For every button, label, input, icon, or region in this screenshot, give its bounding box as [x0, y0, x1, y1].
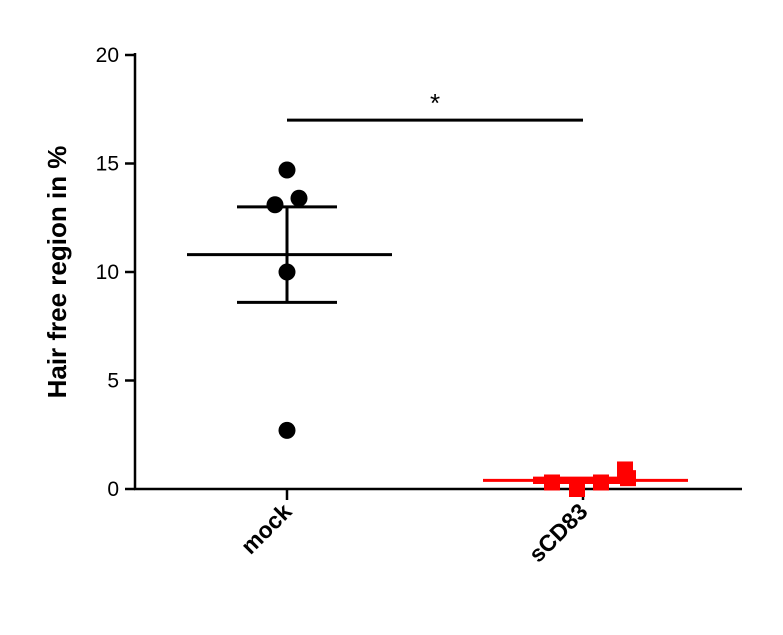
- data-point: [290, 189, 308, 207]
- significance-label: *: [430, 88, 440, 118]
- data-point: [278, 161, 296, 179]
- data-point: [278, 421, 296, 439]
- y-tick-label: 10: [96, 261, 119, 284]
- x-tick-label: mock: [236, 498, 297, 559]
- y-tick-label: 20: [96, 44, 119, 67]
- y-axis-label: Hair free region in %: [42, 146, 72, 399]
- data-point: [569, 481, 585, 497]
- y-tick-label: 0: [107, 478, 119, 501]
- y-tick-label: 5: [107, 370, 119, 393]
- y-tick-label: 15: [96, 153, 119, 176]
- x-tick-label: sCD83: [524, 498, 593, 567]
- data-point: [266, 196, 284, 214]
